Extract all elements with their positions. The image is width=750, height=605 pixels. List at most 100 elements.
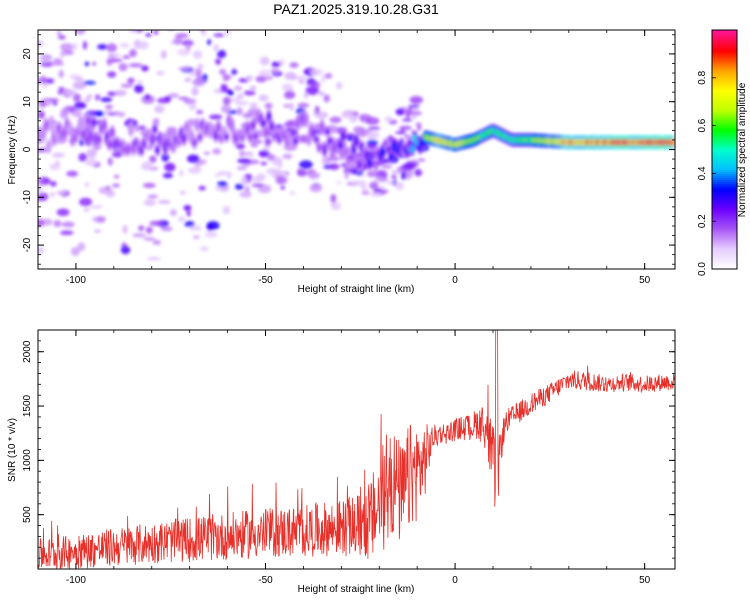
ridge-core xyxy=(250,120,256,130)
spectral-speckle xyxy=(106,71,117,78)
spectral-speckle xyxy=(186,43,191,51)
spectral-speckle xyxy=(200,30,205,33)
spectral-speckle xyxy=(147,256,161,261)
colorbar-segment xyxy=(712,143,737,147)
spectral-speckle xyxy=(307,171,321,180)
spectral-speckle xyxy=(236,107,243,116)
spectral-speckle xyxy=(349,114,358,123)
ridge-core xyxy=(290,128,296,137)
spectral-speckle xyxy=(189,102,197,111)
spectral-speckle xyxy=(384,116,394,122)
ridge-core xyxy=(409,144,415,154)
spectral-speckle xyxy=(149,155,157,164)
spectral-speckle xyxy=(59,230,74,236)
colorbar-segment xyxy=(712,179,737,182)
colorbar-segment xyxy=(712,161,737,165)
colorbar-segment xyxy=(712,231,737,234)
spectral-speckle xyxy=(42,83,48,88)
ridge-core xyxy=(327,137,333,145)
spectral-speckle xyxy=(135,30,144,33)
spectral-speckle xyxy=(49,181,57,187)
spectral-speckle xyxy=(38,246,45,255)
spectral-speckle xyxy=(297,102,310,108)
colorbar-segment xyxy=(712,153,737,157)
spectral-speckle xyxy=(258,69,271,78)
colorbar-segment xyxy=(712,35,737,39)
ridge-core xyxy=(356,159,362,170)
spectral-speckle xyxy=(104,104,114,109)
colorbar-segment xyxy=(712,93,737,97)
ridge-core xyxy=(348,154,354,161)
spectral-speckle xyxy=(306,81,318,86)
spectral-speckle xyxy=(281,83,294,92)
spectral-speckle xyxy=(84,161,98,166)
spectral-speckle xyxy=(210,24,223,29)
ridge-core xyxy=(340,130,346,141)
spectral-speckle xyxy=(53,219,62,228)
colorbar-segment xyxy=(712,151,737,155)
spectral-speckle xyxy=(197,17,206,25)
spectral-speckle xyxy=(75,30,86,35)
spectral-speckle xyxy=(72,93,81,103)
colorbar-segment xyxy=(712,185,737,188)
colorbar-segment xyxy=(712,59,737,63)
spectral-speckle xyxy=(365,117,380,125)
spectral-speckle xyxy=(237,93,245,97)
colorbar-segment xyxy=(712,261,737,264)
spectral-speckle xyxy=(245,75,254,82)
spectral-speckle xyxy=(169,209,177,217)
spectral-speckle xyxy=(266,153,276,161)
ridge-core xyxy=(303,114,309,125)
colorbar-segment xyxy=(712,101,737,105)
colorbar-tick-label: 0.0 xyxy=(697,262,708,276)
spectral-speckle xyxy=(236,165,248,171)
colorbar: 0.0 0.2 0.4 0.6 0.8 Normalized spectral ampl… xyxy=(697,29,748,276)
colorbar-segment xyxy=(712,139,737,143)
colorbar-segment xyxy=(712,135,737,139)
spectral-speckle xyxy=(264,102,273,109)
x-tick-label: -100 xyxy=(66,275,86,286)
spectral-speckle xyxy=(154,105,165,114)
spectral-speckle xyxy=(255,75,267,83)
spectral-speckle xyxy=(206,221,220,230)
ridge-core xyxy=(46,142,52,151)
spectral-speckle xyxy=(219,68,227,76)
spectral-speckle xyxy=(97,15,106,20)
colorbar-segment xyxy=(712,53,737,57)
spectrogram-x-axis-label: Height of straight line (km) xyxy=(298,284,415,295)
colorbar-segment xyxy=(712,49,737,53)
spectral-speckle xyxy=(219,16,226,25)
spectral-speckle xyxy=(40,61,54,67)
colorbar-segment xyxy=(712,215,737,218)
spectral-speckle xyxy=(51,19,59,27)
ridge-core xyxy=(388,152,394,161)
y-tick-label: 0 xyxy=(22,146,33,152)
spectral-speckle xyxy=(189,225,202,231)
spectral-speckle xyxy=(86,94,93,100)
spectral-speckle xyxy=(147,194,159,199)
ridge-core xyxy=(149,134,155,146)
snr-axes-frame xyxy=(37,329,676,570)
colorbar-segment xyxy=(712,71,737,75)
spectral-speckle xyxy=(54,160,60,166)
spectral-speckle xyxy=(106,43,118,53)
spectral-speckle xyxy=(72,80,87,90)
spectral-speckle xyxy=(244,185,250,193)
spectral-speckle xyxy=(51,61,65,66)
ridge-core xyxy=(91,118,97,127)
ridge-core xyxy=(152,126,158,133)
spectral-speckle xyxy=(370,192,381,197)
spectral-speckle xyxy=(183,205,192,211)
y-tick-label: 1000 xyxy=(22,449,33,472)
colorbar-segment xyxy=(712,189,737,192)
spectral-speckle xyxy=(38,110,45,119)
colorbar-segment xyxy=(712,243,737,246)
spectral-speckle xyxy=(317,91,326,96)
spectral-speckle xyxy=(86,148,97,158)
ridge-core xyxy=(253,132,259,140)
spectral-speckle xyxy=(84,61,90,67)
spectral-speckle xyxy=(53,58,63,64)
spectral-speckle xyxy=(250,143,259,148)
spectral-speckle xyxy=(331,201,342,211)
spectral-speckle xyxy=(280,185,285,190)
